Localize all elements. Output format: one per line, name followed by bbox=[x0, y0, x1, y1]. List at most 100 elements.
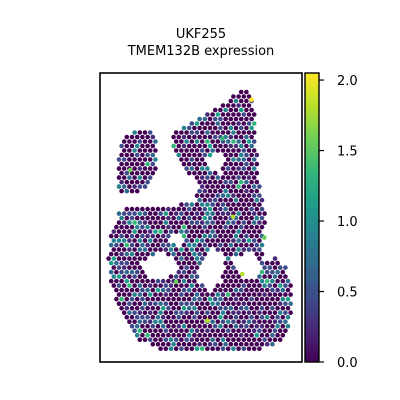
spot bbox=[181, 332, 187, 338]
spot bbox=[254, 206, 260, 212]
spot bbox=[121, 256, 127, 261]
spot bbox=[267, 292, 273, 297]
spot bbox=[199, 337, 205, 343]
spot bbox=[210, 193, 215, 198]
spot bbox=[267, 319, 273, 325]
spot bbox=[244, 116, 249, 122]
spot bbox=[173, 256, 179, 261]
spot bbox=[116, 265, 122, 270]
spot bbox=[140, 233, 145, 239]
spot bbox=[254, 242, 260, 248]
spot bbox=[168, 346, 174, 352]
spot bbox=[225, 157, 231, 162]
spot bbox=[210, 220, 215, 225]
spot bbox=[257, 256, 262, 261]
spot bbox=[236, 220, 241, 225]
spot bbox=[270, 323, 275, 329]
spot bbox=[241, 328, 247, 334]
spot bbox=[205, 238, 210, 243]
spot bbox=[244, 224, 249, 230]
spot bbox=[155, 206, 161, 212]
spot bbox=[277, 319, 283, 325]
spot bbox=[134, 332, 140, 338]
spot bbox=[163, 328, 169, 334]
spot bbox=[181, 161, 187, 167]
spot bbox=[137, 229, 143, 234]
spot bbox=[251, 310, 257, 316]
spot bbox=[150, 224, 156, 230]
spot bbox=[251, 121, 257, 126]
spot bbox=[119, 305, 124, 311]
spot bbox=[171, 224, 176, 230]
spot bbox=[205, 247, 210, 252]
spot bbox=[215, 112, 221, 117]
spot bbox=[238, 296, 244, 302]
spot bbox=[246, 220, 252, 225]
spot bbox=[116, 166, 122, 171]
spot bbox=[218, 242, 223, 248]
spot bbox=[132, 328, 137, 334]
spot bbox=[249, 206, 254, 212]
spot bbox=[197, 170, 202, 176]
spot bbox=[236, 211, 241, 216]
spot bbox=[171, 242, 176, 248]
spot bbox=[166, 224, 171, 230]
spot bbox=[124, 161, 130, 167]
spot bbox=[127, 184, 132, 189]
spot bbox=[166, 296, 171, 302]
spot bbox=[137, 274, 143, 279]
spot bbox=[215, 130, 221, 135]
spot bbox=[244, 341, 249, 347]
spot bbox=[210, 121, 215, 126]
spot bbox=[210, 346, 215, 352]
spot bbox=[127, 238, 132, 243]
spot bbox=[129, 206, 135, 212]
spot bbox=[129, 134, 135, 140]
spot bbox=[114, 260, 119, 266]
spot bbox=[194, 337, 200, 343]
spot bbox=[264, 278, 270, 284]
spot bbox=[210, 229, 215, 234]
spot bbox=[166, 332, 171, 338]
spot bbox=[233, 269, 239, 275]
spot bbox=[186, 161, 192, 167]
spot bbox=[202, 134, 208, 140]
spot bbox=[277, 301, 283, 307]
spot bbox=[163, 319, 169, 325]
spot bbox=[254, 170, 260, 176]
spot bbox=[176, 215, 182, 221]
spot bbox=[179, 319, 184, 325]
spot bbox=[194, 328, 200, 334]
spot bbox=[228, 206, 234, 212]
spot bbox=[254, 215, 260, 221]
spot bbox=[186, 224, 192, 230]
spot bbox=[225, 328, 231, 334]
spot bbox=[140, 206, 145, 212]
spot bbox=[215, 148, 221, 153]
spot bbox=[137, 247, 143, 252]
spot bbox=[249, 188, 254, 194]
spot bbox=[238, 224, 244, 230]
spot bbox=[202, 179, 208, 185]
spot bbox=[223, 314, 228, 320]
spot bbox=[194, 283, 200, 288]
spot bbox=[223, 278, 228, 284]
spot bbox=[132, 301, 137, 307]
spot bbox=[210, 301, 215, 307]
spot bbox=[145, 134, 150, 140]
spot bbox=[272, 292, 278, 297]
spot bbox=[267, 265, 273, 270]
spot bbox=[249, 143, 254, 149]
spot bbox=[223, 233, 228, 239]
spot bbox=[147, 328, 153, 334]
spot bbox=[108, 278, 114, 284]
spot bbox=[153, 166, 158, 171]
spot bbox=[262, 337, 267, 343]
spot bbox=[236, 184, 241, 189]
spot bbox=[238, 206, 244, 212]
spot bbox=[233, 332, 239, 338]
spot bbox=[225, 184, 231, 189]
spot bbox=[246, 202, 252, 207]
spot bbox=[262, 220, 267, 225]
spot bbox=[202, 170, 208, 176]
